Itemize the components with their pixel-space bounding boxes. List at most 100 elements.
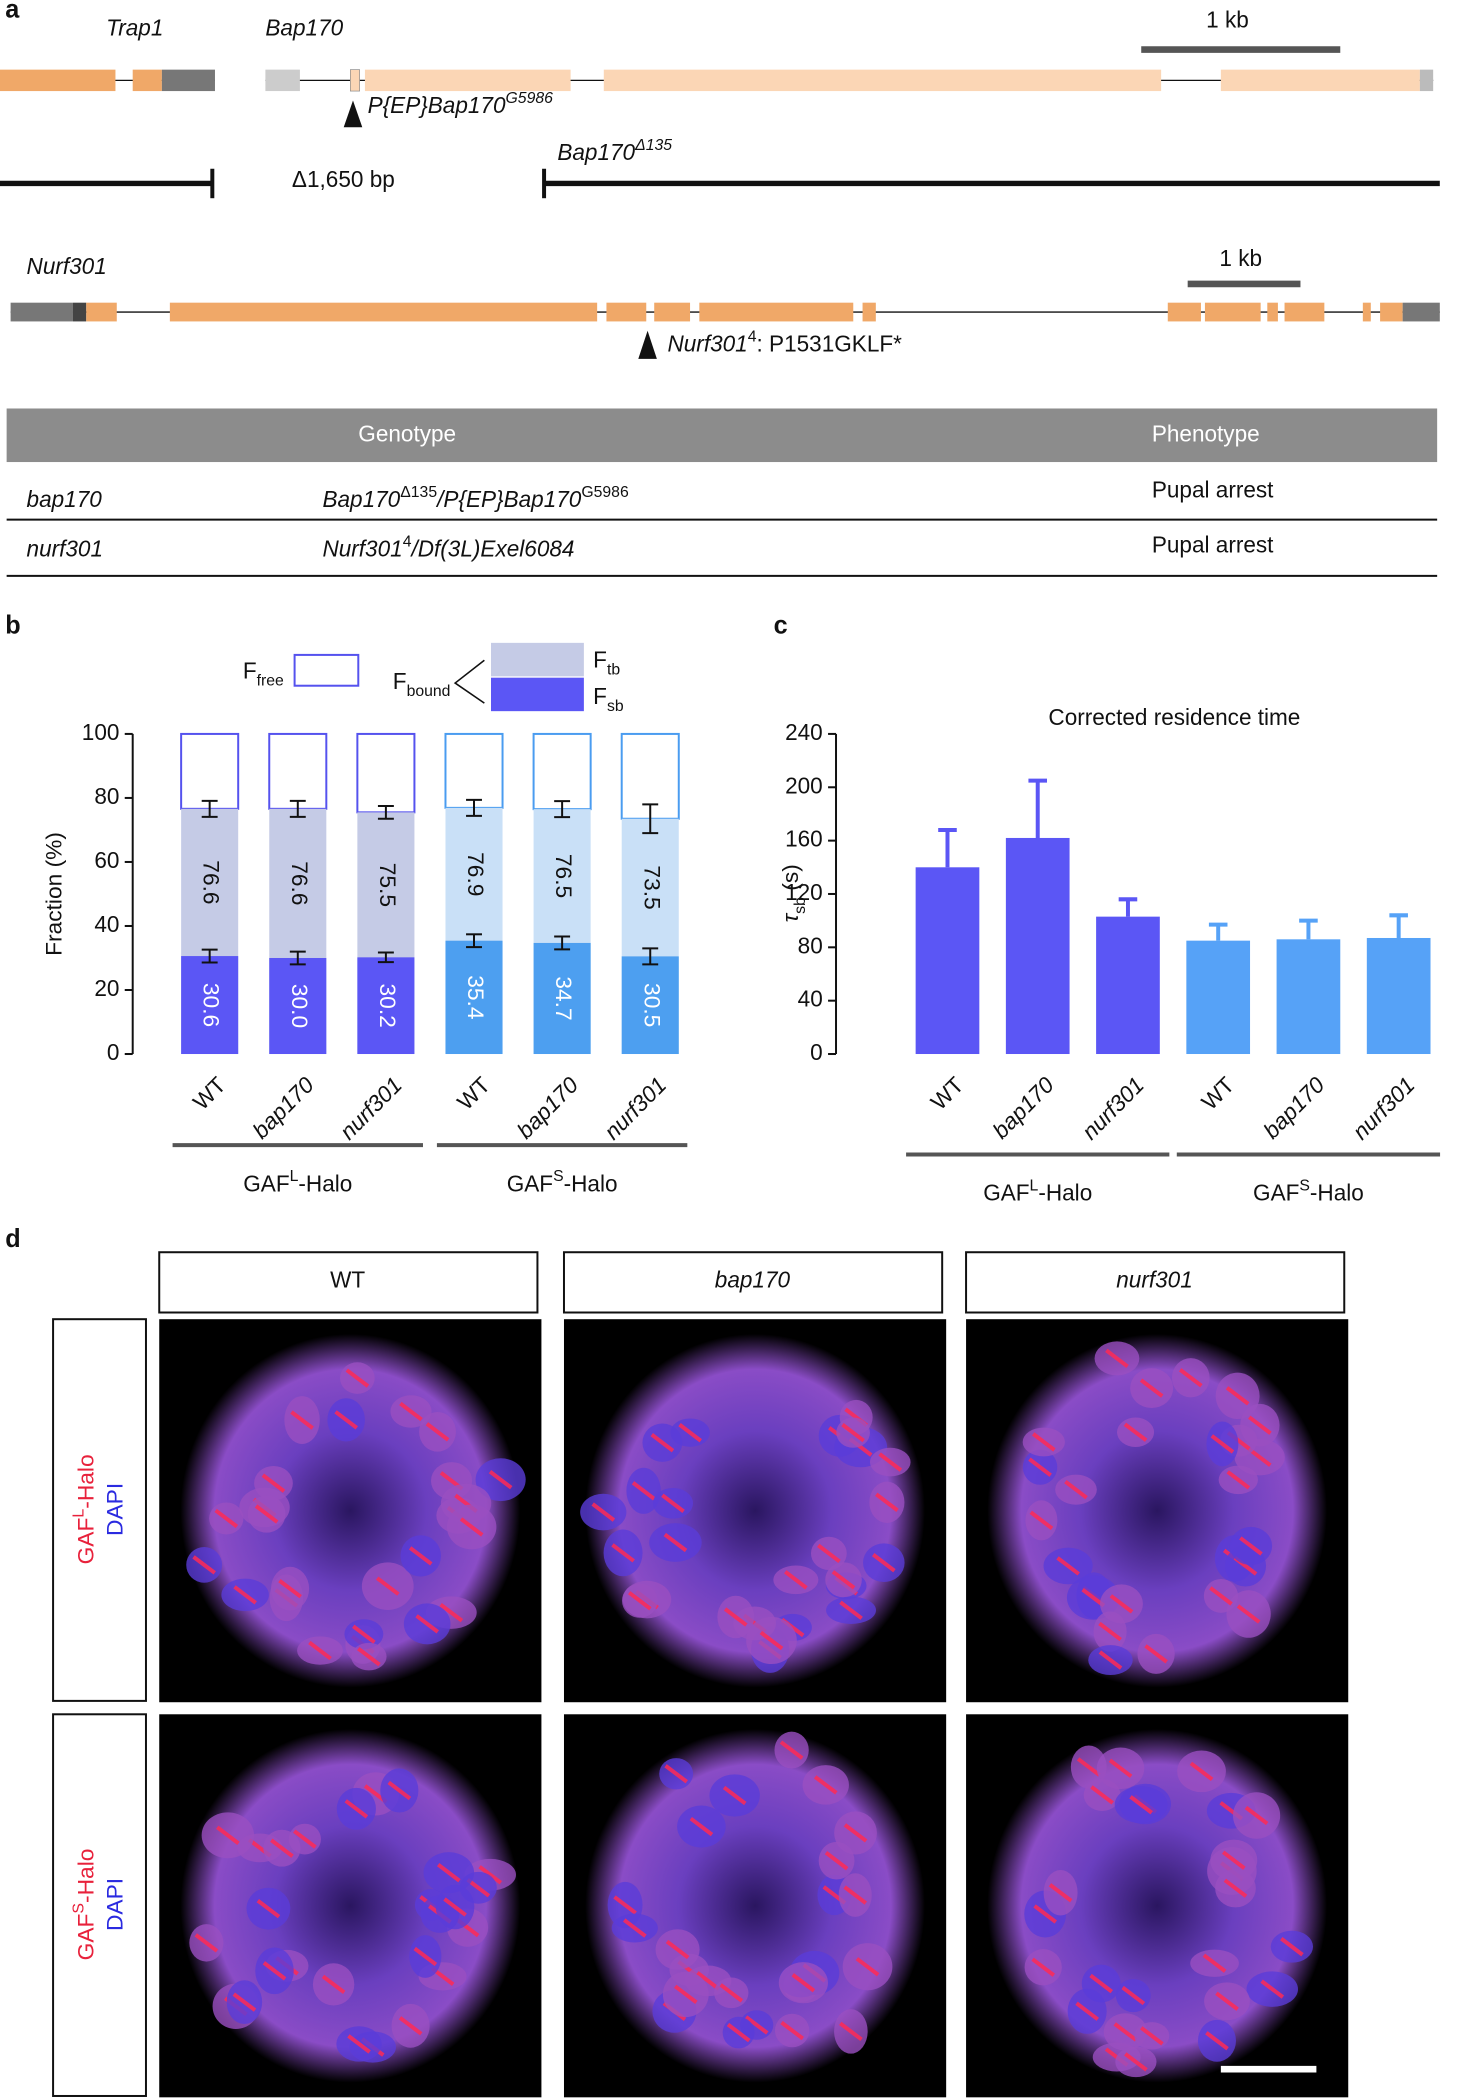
- bar-free: [620, 732, 680, 820]
- band: [613, 1895, 637, 1915]
- bar-sb: [621, 956, 679, 1055]
- band: [1225, 1386, 1250, 1406]
- band: [1033, 1904, 1057, 1924]
- bar-free: [180, 732, 240, 810]
- bar-sb: [269, 957, 327, 1055]
- band: [1202, 1953, 1227, 1973]
- exon: [1220, 69, 1420, 92]
- row-label-box: [52, 1713, 147, 2097]
- band: [344, 1799, 369, 1819]
- genotype: Nurf3014/Df(3L)Exel6084: [322, 533, 574, 561]
- band: [1121, 1985, 1146, 2006]
- group-label-part: L: [290, 1168, 299, 1185]
- band: [1108, 1758, 1133, 1778]
- row-label: GAFS-Halo: [70, 1849, 98, 1961]
- x-tick-label: nurf301: [335, 1071, 407, 1144]
- scale-label: 1 kb: [1206, 6, 1249, 32]
- band: [216, 1825, 240, 1845]
- y-tick-label: 80: [94, 783, 119, 809]
- group-label: GAFL-Halo: [983, 1177, 1092, 1205]
- row-label-part: S: [70, 1903, 87, 1914]
- band: [278, 1579, 302, 1599]
- exon: [699, 302, 854, 322]
- group-label-part: S: [553, 1168, 564, 1185]
- band: [436, 1863, 461, 1883]
- band: [1123, 1422, 1148, 1442]
- row-label-part: GAF: [73, 1518, 99, 1565]
- group-label-part: GAF: [507, 1170, 553, 1196]
- band: [347, 2034, 371, 2054]
- utr: [161, 69, 215, 92]
- band: [817, 1543, 841, 1564]
- band: [1124, 2052, 1148, 2072]
- band: [791, 1973, 816, 1993]
- band: [689, 1816, 714, 1837]
- gene-label: Bap170: [265, 14, 343, 40]
- band: [631, 1481, 656, 1501]
- band: [875, 1492, 899, 1512]
- exon: [0, 69, 116, 92]
- band: [1144, 1644, 1168, 1664]
- genotype-part: Nurf301: [322, 535, 402, 561]
- legend-swatch: [490, 642, 584, 677]
- band: [1075, 2001, 1099, 2021]
- band: [1205, 2031, 1229, 2051]
- legend-label-part: sb: [607, 697, 624, 714]
- group-label-part: -Halo: [1310, 1180, 1364, 1206]
- band: [214, 1508, 239, 1529]
- row-stain-label: DAPI: [102, 1878, 128, 1931]
- y-axis-label: τsb (s): [777, 864, 809, 922]
- band: [399, 1401, 423, 1422]
- band: [696, 1971, 720, 1991]
- band: [334, 1410, 358, 1430]
- column-header-box: [158, 1251, 539, 1314]
- band: [779, 1740, 804, 1760]
- band: [321, 1974, 346, 1995]
- panel-label: d: [5, 1225, 20, 1253]
- band: [192, 1555, 216, 1575]
- chart-title: Corrected residence time: [1048, 704, 1300, 730]
- band: [443, 1897, 467, 1917]
- band: [780, 2020, 804, 2041]
- band: [194, 1933, 219, 1953]
- band: [1215, 1991, 1239, 2011]
- band: [270, 1838, 294, 1858]
- y-axis-label-part: (s): [777, 864, 803, 897]
- band: [478, 1865, 503, 1885]
- y-tick-label: 160: [785, 826, 823, 852]
- band: [674, 1984, 698, 2004]
- band: [1098, 1650, 1123, 1670]
- column-header: WT: [330, 1267, 365, 1293]
- band: [256, 1899, 281, 1919]
- y-tick-label: 60: [94, 847, 119, 873]
- x-tick-label: nurf301: [599, 1071, 671, 1144]
- genotype-part: Δ135: [400, 484, 437, 501]
- legend-label: Fsb: [593, 683, 624, 715]
- exon: [1380, 302, 1403, 322]
- band: [831, 1570, 856, 1590]
- band: [824, 1851, 849, 1871]
- value-label: 34.7: [551, 976, 577, 1020]
- gene-label: Nurf301: [27, 253, 107, 279]
- y-tick-label: 240: [785, 719, 823, 745]
- scale-label: 1 kb: [1219, 245, 1262, 271]
- band: [375, 1576, 400, 1596]
- column-header-box: [965, 1251, 1346, 1314]
- bar: [1096, 916, 1160, 1055]
- band: [1239, 1536, 1263, 1556]
- band: [425, 1422, 450, 1442]
- legend-label-part: free: [257, 672, 284, 689]
- band: [413, 1946, 438, 1967]
- exon: [1204, 302, 1261, 322]
- band: [744, 2015, 769, 2035]
- column-header-box: [562, 1251, 944, 1314]
- band: [759, 1630, 784, 1651]
- y-axis-label-part: τ: [777, 912, 803, 922]
- insertion-label-part: G5986: [506, 90, 554, 107]
- exon: [654, 302, 691, 322]
- x-tick-label: bap170: [987, 1071, 1059, 1143]
- band: [661, 1493, 685, 1513]
- band: [290, 1410, 314, 1430]
- mutation-label-part: : P1531GKLF*: [757, 330, 903, 356]
- group-label-part: S: [1299, 1177, 1310, 1194]
